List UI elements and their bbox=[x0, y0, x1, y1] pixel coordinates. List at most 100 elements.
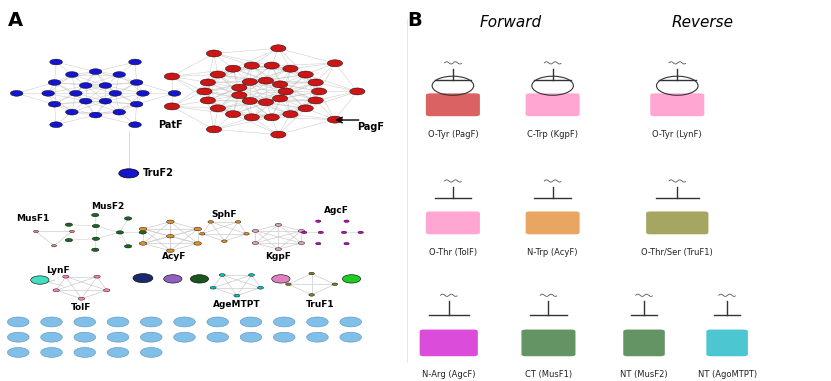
Text: C-Trp (KgpF): C-Trp (KgpF) bbox=[527, 130, 578, 139]
Circle shape bbox=[140, 227, 147, 231]
Circle shape bbox=[283, 65, 298, 72]
Circle shape bbox=[130, 80, 143, 85]
Text: NT (AgoMTPT): NT (AgoMTPT) bbox=[697, 370, 757, 379]
FancyBboxPatch shape bbox=[526, 211, 580, 234]
Text: MusF2: MusF2 bbox=[91, 202, 125, 211]
Circle shape bbox=[199, 232, 205, 235]
Circle shape bbox=[206, 126, 222, 133]
Circle shape bbox=[52, 245, 57, 247]
Text: PatF: PatF bbox=[158, 120, 183, 130]
Circle shape bbox=[140, 242, 147, 245]
Circle shape bbox=[340, 317, 361, 327]
Circle shape bbox=[42, 90, 55, 96]
FancyBboxPatch shape bbox=[426, 211, 480, 234]
Circle shape bbox=[80, 83, 92, 88]
Circle shape bbox=[197, 88, 212, 95]
Circle shape bbox=[275, 248, 282, 251]
Text: SphF: SphF bbox=[212, 210, 237, 219]
Circle shape bbox=[298, 242, 305, 245]
Circle shape bbox=[200, 79, 215, 86]
Circle shape bbox=[129, 59, 141, 65]
Circle shape bbox=[48, 80, 61, 85]
Circle shape bbox=[174, 332, 195, 342]
Circle shape bbox=[240, 332, 262, 342]
Circle shape bbox=[166, 249, 175, 253]
Circle shape bbox=[242, 98, 258, 104]
Circle shape bbox=[41, 347, 62, 357]
Circle shape bbox=[312, 88, 327, 95]
Text: Reverse: Reverse bbox=[671, 15, 733, 30]
FancyBboxPatch shape bbox=[526, 93, 580, 116]
Circle shape bbox=[219, 274, 225, 276]
Circle shape bbox=[272, 275, 290, 283]
Circle shape bbox=[318, 231, 323, 234]
Text: B: B bbox=[407, 11, 422, 30]
FancyBboxPatch shape bbox=[647, 211, 708, 234]
Circle shape bbox=[302, 231, 307, 234]
Circle shape bbox=[89, 69, 102, 75]
Text: O-Thr/Ser (TruF1): O-Thr/Ser (TruF1) bbox=[642, 248, 713, 257]
Circle shape bbox=[316, 220, 321, 223]
Circle shape bbox=[210, 71, 225, 78]
Circle shape bbox=[113, 72, 125, 77]
Circle shape bbox=[283, 111, 298, 118]
Circle shape bbox=[194, 242, 201, 245]
Text: O-Tyr (PagF): O-Tyr (PagF) bbox=[428, 130, 478, 139]
Circle shape bbox=[174, 317, 195, 327]
Circle shape bbox=[298, 105, 313, 112]
Text: MusF1: MusF1 bbox=[17, 214, 50, 223]
Circle shape bbox=[252, 229, 258, 232]
FancyBboxPatch shape bbox=[426, 93, 480, 116]
Circle shape bbox=[244, 114, 259, 121]
Circle shape bbox=[70, 230, 75, 232]
Text: TruF2: TruF2 bbox=[143, 168, 174, 178]
Circle shape bbox=[316, 242, 321, 245]
Circle shape bbox=[7, 332, 29, 342]
Text: A: A bbox=[8, 11, 23, 30]
Circle shape bbox=[244, 62, 259, 69]
Circle shape bbox=[309, 272, 314, 275]
Circle shape bbox=[107, 347, 129, 357]
Circle shape bbox=[210, 287, 216, 289]
Text: N-Arg (AgcF): N-Arg (AgcF) bbox=[422, 370, 475, 379]
Circle shape bbox=[350, 88, 365, 95]
Circle shape bbox=[53, 289, 59, 292]
Circle shape bbox=[273, 332, 295, 342]
Circle shape bbox=[50, 59, 62, 65]
Circle shape bbox=[342, 231, 347, 234]
Text: AgeMTPT: AgeMTPT bbox=[213, 300, 261, 309]
Text: AcyF: AcyF bbox=[162, 252, 187, 261]
Circle shape bbox=[74, 317, 96, 327]
Circle shape bbox=[234, 294, 240, 297]
Circle shape bbox=[125, 245, 132, 248]
Circle shape bbox=[129, 122, 141, 128]
Circle shape bbox=[165, 73, 179, 80]
Circle shape bbox=[92, 224, 100, 228]
Circle shape bbox=[252, 242, 258, 245]
Circle shape bbox=[358, 231, 363, 234]
Circle shape bbox=[91, 248, 99, 251]
Circle shape bbox=[264, 62, 279, 69]
Circle shape bbox=[78, 297, 85, 300]
Text: O-Thr (TolF): O-Thr (TolF) bbox=[429, 248, 477, 257]
Circle shape bbox=[41, 317, 62, 327]
Circle shape bbox=[206, 50, 222, 57]
Text: LynF: LynF bbox=[46, 266, 69, 275]
Circle shape bbox=[243, 232, 249, 235]
Circle shape bbox=[271, 45, 286, 52]
Circle shape bbox=[94, 275, 101, 278]
Circle shape bbox=[327, 60, 342, 67]
Circle shape bbox=[80, 98, 92, 104]
Circle shape bbox=[240, 317, 262, 327]
Circle shape bbox=[332, 283, 337, 285]
Circle shape bbox=[166, 234, 175, 238]
Text: TolF: TolF bbox=[71, 303, 91, 312]
Circle shape bbox=[139, 231, 146, 234]
Circle shape bbox=[31, 276, 49, 284]
Circle shape bbox=[48, 101, 61, 107]
FancyBboxPatch shape bbox=[706, 330, 748, 356]
Circle shape bbox=[7, 347, 29, 357]
Text: N-Trp (AcyF): N-Trp (AcyF) bbox=[528, 248, 578, 257]
Circle shape bbox=[66, 109, 78, 115]
Circle shape bbox=[344, 242, 349, 245]
